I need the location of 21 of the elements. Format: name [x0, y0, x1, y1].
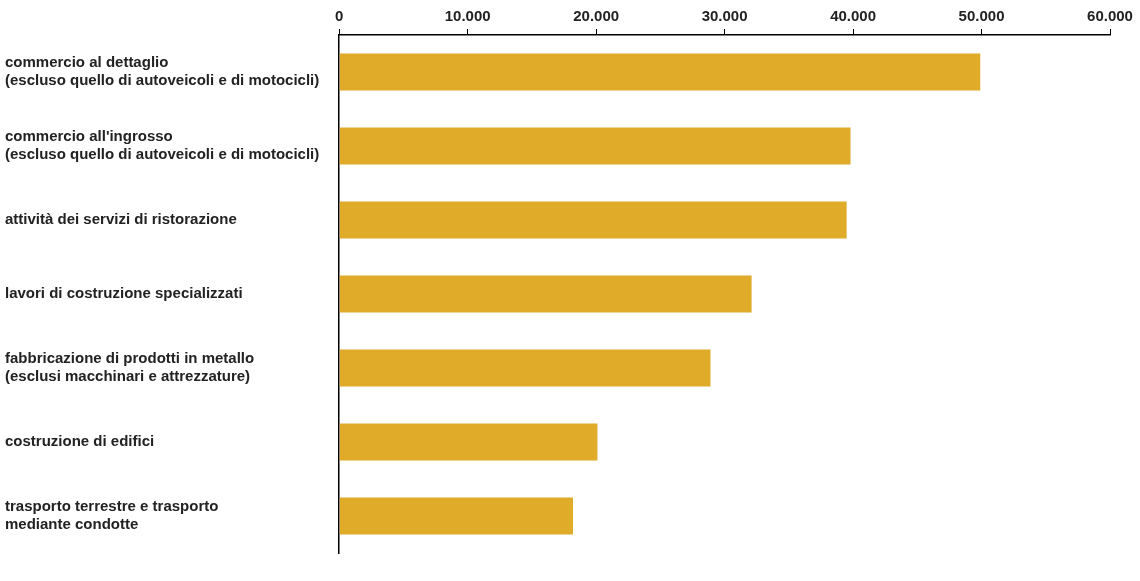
x-tick-label: 60.000 — [1087, 7, 1133, 25]
x-tick-label: 50.000 — [958, 7, 1005, 25]
y-tick-label: trasporto terrestre e trasporto mediante condotte — [5, 497, 219, 533]
y-tick-label: costruzione di edifici — [5, 432, 155, 450]
bar — [339, 53, 981, 91]
x-tick-label: 40.000 — [830, 7, 877, 25]
x-tick-label: 30.000 — [701, 7, 748, 25]
bar — [339, 423, 598, 461]
bar — [339, 349, 711, 387]
bar — [339, 497, 574, 535]
x-tick-label: 10.000 — [444, 7, 491, 25]
x-tick-label: 0 — [335, 7, 344, 25]
bar — [339, 201, 847, 239]
x-tick-label: 20.000 — [573, 7, 620, 25]
y-tick-label: commercio all'ingrosso (escluso quello di autoveicoli e di motocicli) — [5, 127, 320, 163]
y-tick-label: commercio al dettaglio (escluso quello di autoveicoli e di motocicli) — [5, 53, 320, 89]
bar — [339, 127, 851, 165]
y-tick-label: attività dei servizi di ristorazione — [5, 210, 237, 228]
y-tick-label: fabbricazione di prodotti in metallo (esclusi macchinari e attrezzature) — [5, 349, 255, 385]
y-tick-label: lavori di costruzione specializzati — [5, 284, 243, 302]
bar — [339, 275, 752, 313]
